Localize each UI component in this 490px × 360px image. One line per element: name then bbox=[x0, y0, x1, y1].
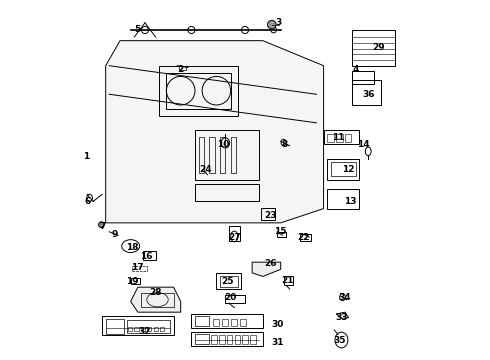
Polygon shape bbox=[106, 41, 323, 223]
Text: 16: 16 bbox=[141, 252, 153, 261]
Bar bbox=[327, 189, 359, 208]
Bar bbox=[277, 232, 286, 237]
Bar bbox=[243, 336, 248, 344]
Bar bbox=[336, 134, 343, 143]
Text: 7: 7 bbox=[99, 222, 105, 231]
Text: 24: 24 bbox=[199, 165, 212, 174]
Bar bbox=[142, 293, 173, 307]
Bar bbox=[352, 71, 373, 84]
Bar bbox=[217, 273, 242, 289]
Bar bbox=[261, 207, 275, 220]
Text: 27: 27 bbox=[228, 233, 241, 242]
Bar bbox=[192, 314, 263, 328]
Ellipse shape bbox=[268, 20, 276, 29]
Bar bbox=[327, 158, 359, 180]
Text: 2: 2 bbox=[177, 65, 184, 74]
Bar bbox=[195, 334, 209, 344]
Text: 9: 9 bbox=[111, 230, 118, 239]
Bar bbox=[220, 137, 225, 173]
Bar bbox=[352, 80, 381, 105]
Bar bbox=[134, 327, 139, 332]
Text: 4: 4 bbox=[352, 65, 359, 74]
Text: 13: 13 bbox=[344, 197, 357, 206]
Text: 32: 32 bbox=[139, 327, 151, 336]
Bar bbox=[106, 319, 123, 334]
Bar bbox=[132, 266, 147, 271]
Bar bbox=[213, 319, 220, 326]
Bar bbox=[102, 316, 173, 336]
Ellipse shape bbox=[98, 222, 104, 228]
Bar bbox=[327, 134, 334, 143]
Text: 35: 35 bbox=[333, 336, 346, 345]
Bar bbox=[211, 336, 217, 344]
Text: 19: 19 bbox=[126, 277, 139, 286]
Bar bbox=[225, 296, 245, 303]
Bar bbox=[179, 66, 186, 70]
Bar bbox=[141, 327, 145, 332]
Text: 25: 25 bbox=[221, 277, 233, 286]
Text: 14: 14 bbox=[357, 140, 369, 149]
Bar bbox=[198, 137, 204, 173]
Text: 6: 6 bbox=[85, 197, 91, 206]
Bar bbox=[219, 336, 224, 344]
Bar bbox=[231, 319, 237, 326]
Text: 3: 3 bbox=[276, 18, 282, 27]
Bar bbox=[331, 162, 356, 176]
Text: 5: 5 bbox=[135, 26, 141, 35]
Polygon shape bbox=[336, 312, 348, 319]
Text: 26: 26 bbox=[264, 260, 276, 269]
Bar bbox=[229, 226, 240, 241]
Bar bbox=[220, 276, 238, 287]
Text: 23: 23 bbox=[264, 211, 276, 220]
Bar bbox=[160, 327, 164, 332]
Text: 17: 17 bbox=[131, 263, 144, 272]
Text: 11: 11 bbox=[332, 132, 344, 141]
Bar bbox=[131, 278, 140, 284]
Bar bbox=[195, 184, 259, 202]
Bar bbox=[300, 234, 311, 241]
Bar bbox=[284, 276, 293, 285]
Bar bbox=[192, 332, 263, 346]
Bar bbox=[345, 134, 351, 143]
Bar bbox=[147, 327, 151, 332]
Bar bbox=[209, 137, 215, 173]
Text: 8: 8 bbox=[281, 140, 288, 149]
Text: 15: 15 bbox=[274, 227, 287, 236]
Bar bbox=[323, 130, 359, 144]
Bar bbox=[222, 319, 228, 326]
Bar bbox=[195, 130, 259, 180]
Bar bbox=[167, 73, 231, 109]
Bar bbox=[159, 66, 238, 116]
Bar bbox=[128, 327, 132, 332]
Polygon shape bbox=[131, 287, 181, 312]
Text: 22: 22 bbox=[298, 233, 310, 242]
Text: 21: 21 bbox=[282, 275, 294, 284]
Text: 12: 12 bbox=[343, 165, 355, 174]
Bar bbox=[127, 320, 170, 333]
Text: 33: 33 bbox=[335, 313, 348, 322]
Bar bbox=[227, 336, 232, 344]
Polygon shape bbox=[252, 262, 281, 276]
Bar bbox=[250, 336, 256, 344]
Text: 36: 36 bbox=[362, 90, 374, 99]
Text: 1: 1 bbox=[83, 152, 89, 161]
Text: 10: 10 bbox=[218, 140, 230, 149]
Text: 34: 34 bbox=[339, 293, 351, 302]
Bar bbox=[235, 336, 241, 344]
Text: 28: 28 bbox=[149, 288, 162, 297]
Bar bbox=[352, 30, 395, 66]
Bar bbox=[153, 327, 158, 332]
Bar bbox=[143, 251, 156, 260]
Bar bbox=[240, 319, 246, 326]
Text: 29: 29 bbox=[373, 43, 385, 52]
Text: 18: 18 bbox=[126, 243, 139, 252]
Text: 20: 20 bbox=[224, 293, 237, 302]
Text: 31: 31 bbox=[271, 338, 283, 347]
Bar bbox=[231, 137, 236, 173]
Bar bbox=[195, 316, 209, 327]
Text: 30: 30 bbox=[271, 320, 283, 329]
